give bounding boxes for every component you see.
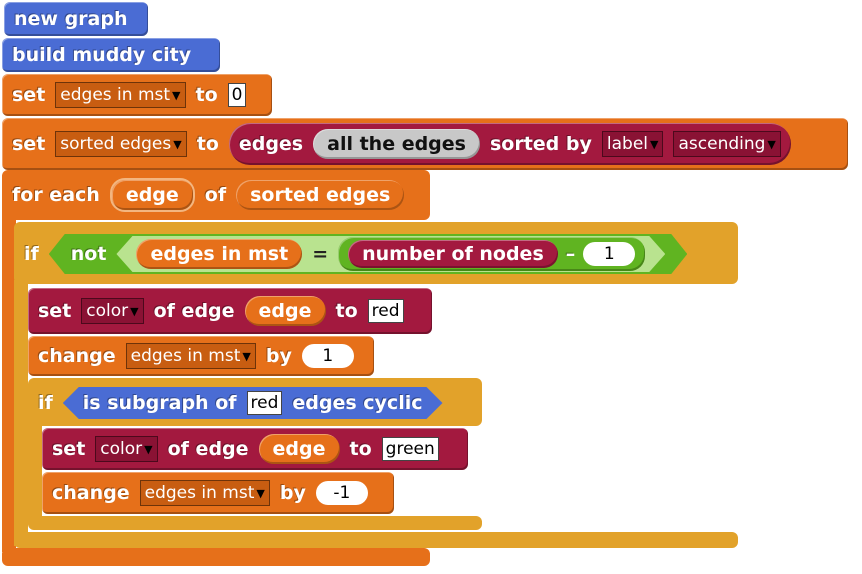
if-arm: [14, 280, 28, 546]
not-predicate[interactable]: not edges in mst = number of nodes – 1: [49, 234, 687, 274]
equals-predicate[interactable]: edges in mst = number of nodes – 1: [116, 236, 665, 272]
is-subgraph-of-label: is subgraph of: [82, 392, 237, 414]
variable-dropdown[interactable]: edges in mst ▼: [139, 480, 270, 506]
change-label: change: [38, 345, 116, 367]
chevron-down-icon: ▼: [172, 88, 181, 102]
for-each-label: for each: [12, 184, 100, 206]
sorted-edges-variable[interactable]: sorted edges: [236, 180, 405, 210]
if-bottom: [14, 532, 738, 548]
attribute-value: color: [86, 301, 129, 321]
set-label: set: [12, 133, 46, 155]
set-edge-color-green-block[interactable]: set color ▼ of edge edge to green: [42, 428, 468, 470]
variable-dropdown-value: edges in mst: [60, 85, 171, 105]
of-edge-label: of edge: [153, 300, 235, 322]
variable-dropdown-value: edges in mst: [130, 346, 241, 366]
is-subgraph-cyclic-predicate[interactable]: is subgraph of red edges cyclic: [63, 387, 443, 419]
color-value-input[interactable]: green: [381, 437, 439, 461]
variable-dropdown[interactable]: sorted edges ▼: [55, 131, 187, 157]
edges-cyclic-label: edges cyclic: [292, 392, 423, 414]
subgraph-color-input[interactable]: red: [247, 391, 283, 415]
sort-order-dropdown[interactable]: ascending ▼: [673, 131, 781, 157]
set-label: set: [38, 300, 72, 322]
to-label: to: [335, 300, 358, 322]
by-label: by: [279, 482, 306, 504]
value-input[interactable]: 0: [227, 83, 247, 107]
chevron-down-icon: ▼: [130, 304, 139, 318]
variable-dropdown[interactable]: edges in mst ▼: [125, 343, 256, 369]
edges-label: edges: [238, 133, 304, 155]
if-label: if: [38, 392, 53, 414]
number-of-nodes-reporter[interactable]: number of nodes: [348, 240, 558, 268]
all-the-edges-reporter[interactable]: all the edges: [313, 129, 480, 159]
new-graph-label: new graph: [14, 8, 128, 30]
not-label: not: [70, 243, 107, 265]
for-each-arm: [2, 212, 16, 552]
for-each-header: for each edge of sorted edges: [2, 172, 414, 218]
sorted-by-label: sorted by: [489, 133, 592, 155]
set-edges-in-mst-block[interactable]: set edges in mst ▼ to 0: [2, 74, 272, 116]
set-label: set: [12, 84, 46, 106]
to-label: to: [196, 133, 219, 155]
by-label: by: [265, 345, 292, 367]
chevron-down-icon: ▼: [767, 137, 776, 151]
change-value-input[interactable]: 1: [301, 344, 354, 368]
chevron-down-icon: ▼: [144, 442, 153, 456]
variable-dropdown-value: edges in mst: [144, 483, 255, 503]
minus-label: –: [565, 243, 576, 265]
change-value-input[interactable]: -1: [315, 481, 368, 505]
sort-order-value: ascending: [678, 134, 766, 154]
set-edge-color-red-block[interactable]: set color ▼ of edge edge to red: [28, 288, 432, 334]
set-label: set: [52, 438, 86, 460]
if-label: if: [24, 243, 39, 265]
if-cyclic-header: if is subgraph of red edges cyclic: [28, 384, 453, 422]
of-label: of: [204, 184, 227, 206]
chevron-down-icon: ▼: [242, 349, 251, 363]
chevron-down-icon: ▼: [173, 137, 182, 151]
change-label: change: [52, 482, 130, 504]
subtract-value-input[interactable]: 1: [583, 242, 635, 266]
equals-label: =: [312, 243, 329, 265]
build-muddy-city-label: build muddy city: [12, 44, 192, 66]
color-value-input[interactable]: red: [367, 299, 404, 323]
for-each-bottom: [2, 548, 430, 566]
if-header: if not edges in mst = number of nodes – …: [14, 232, 697, 276]
change-edges-in-mst-block[interactable]: change edges in mst ▼ by 1: [28, 336, 374, 376]
attribute-dropdown[interactable]: color ▼: [81, 298, 144, 324]
variable-dropdown-value: sorted edges: [60, 134, 172, 154]
to-label: to: [195, 84, 218, 106]
edges-in-mst-variable[interactable]: edges in mst: [136, 239, 302, 269]
edge-variable[interactable]: edge: [258, 434, 340, 464]
of-edge-label: of edge: [167, 438, 249, 460]
if-cyclic-bottom: [28, 516, 482, 530]
variable-dropdown[interactable]: edges in mst ▼: [55, 82, 186, 108]
loop-variable[interactable]: edge: [109, 178, 195, 212]
chevron-down-icon: ▼: [650, 137, 659, 151]
attribute-dropdown[interactable]: color ▼: [95, 436, 158, 462]
set-sorted-edges-block[interactable]: set sorted edges ▼ to edges all the edge…: [2, 118, 848, 170]
attribute-value: color: [100, 439, 143, 459]
to-label: to: [349, 438, 372, 460]
minus-reporter[interactable]: number of nodes – 1: [338, 237, 645, 271]
sorted-edges-reporter[interactable]: edges all the edges sorted by label ▼ as…: [228, 123, 791, 165]
if-cyclic-arm: [28, 420, 42, 524]
sort-key-value: label: [606, 134, 649, 154]
chevron-down-icon: ▼: [256, 486, 265, 500]
new-graph-block[interactable]: new graph: [4, 2, 148, 36]
sort-key-dropdown[interactable]: label ▼: [601, 131, 664, 157]
edge-variable[interactable]: edge: [244, 296, 326, 326]
change-edges-in-mst-decrement-block[interactable]: change edges in mst ▼ by -1: [42, 472, 394, 514]
build-muddy-city-block[interactable]: build muddy city: [2, 38, 220, 72]
